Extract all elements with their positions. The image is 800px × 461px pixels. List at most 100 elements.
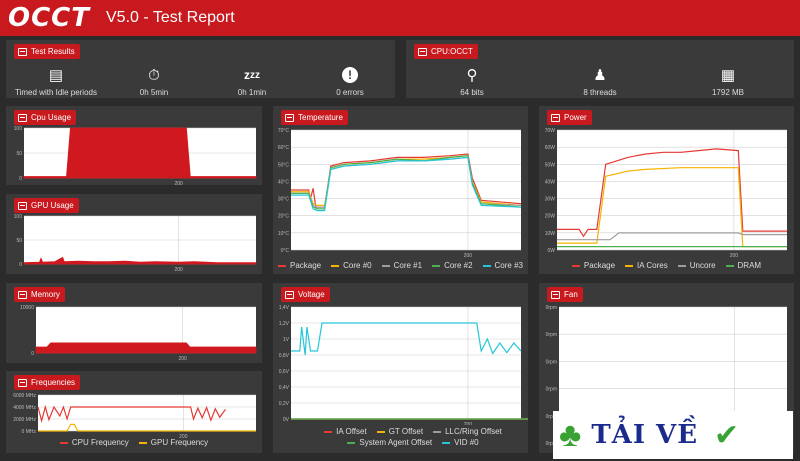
fork-icon: ⚲ (466, 67, 478, 84)
legend-swatch (277, 264, 286, 267)
thermometer-icon (285, 113, 294, 122)
legend-entry: CPU Frequency (59, 438, 129, 447)
y-tick-label: 50 (16, 238, 22, 244)
y-tick-label: 0 (19, 262, 22, 268)
legend-entry: Package (277, 261, 322, 270)
legend-label: IA Cores (637, 261, 668, 270)
y-tick-label: 70°C (278, 128, 290, 134)
threads-icon: ♟ (593, 67, 607, 84)
legend-entry: Core #1 (381, 261, 422, 270)
legend-swatch (482, 264, 491, 267)
stopwatch-icon: ⏱ (148, 66, 160, 84)
x-tick-label: 200 (179, 434, 188, 439)
y-tick-label: 100 (14, 126, 23, 132)
warning-icon: ! (300, 64, 400, 86)
temperature-title: Temperature (281, 110, 348, 125)
temperature-legend: Package Core #0 Core #1 Core #2 Core #3 (273, 261, 528, 270)
memory-icon (18, 290, 27, 299)
y-tick-label: 4000 MHz (13, 405, 36, 411)
legend-label: Uncore (689, 261, 716, 270)
y-tick-label: 0rpm (546, 387, 557, 393)
gpu-usage-panel: 100 50 0 200 GPU Usage (6, 194, 262, 274)
y-tick-label: 0rpm (546, 305, 557, 311)
test-results-label: Test Results (31, 47, 75, 56)
temperature-chart: 70°C 60°C 50°C 40°C 30°C 20°C 10°C 0°C 200 (278, 128, 522, 258)
cpu-occt-title: CPU:OCCT (414, 44, 478, 59)
y-tick-label: 0 MHz (22, 429, 37, 435)
legend-label: System Agent Offset (359, 438, 433, 447)
clover-icon: ♣ (559, 416, 582, 454)
watermark-text: TẢI VỀ (591, 420, 699, 450)
y-tick-label: 40°C (278, 179, 290, 185)
gpu-usage-label: GPU Usage (31, 201, 74, 210)
y-tick-label: 0,8V (279, 353, 290, 359)
y-tick-label: 1,2V (279, 321, 290, 327)
test-results-title: Test Results (14, 44, 80, 59)
y-tick-label: 1,4V (279, 305, 290, 311)
cpu-occt-panel: CPU:OCCT ⚲ 64 bits ♟ 8 threads ▦ 1792 MB (406, 40, 794, 98)
legend-entry: LLC/Ring Offset (433, 427, 502, 436)
legend-label: IA Offset (336, 427, 367, 436)
legend-swatch (442, 441, 451, 444)
stat-value: 0h 1min (237, 88, 267, 97)
legend-label: GT Offset (388, 427, 424, 436)
y-tick-label: 60°C (278, 145, 290, 151)
y-tick-label: 50°C (278, 162, 290, 168)
legend-label: Core #2 (444, 261, 473, 270)
legend-entry: Core #2 (432, 261, 473, 270)
legend-entry: IA Offset (324, 427, 367, 436)
plot-area (291, 130, 521, 250)
temperature-panel: 70°C 60°C 50°C 40°C 30°C 20°C 10°C 0°C 200 Tempe… (273, 106, 528, 274)
frequencies-label: Frequencies (31, 378, 76, 387)
legend-entry: GPU Frequency (138, 438, 208, 447)
legend-entry: Uncore (677, 261, 716, 270)
x-tick-label: 200 (174, 267, 183, 273)
stat-value: Timed with Idle periods (15, 88, 97, 97)
power-label: Power (564, 113, 587, 122)
legend-entry: DRAM (725, 261, 762, 270)
y-tick-label: 10000 (20, 305, 34, 311)
stat-value: 8 threads (583, 88, 617, 97)
voltage-chart: 1,4V 1,2V 1V 0,8V 0,6V 0,4V 0,2V 0V 200 (279, 305, 528, 425)
voltage-title: Voltage (281, 287, 330, 302)
x-tick-label: 200 (730, 253, 739, 258)
y-tick-label: 50W (545, 162, 556, 168)
stat-value: 0 errors (336, 88, 364, 97)
y-tick-label: 0W (548, 248, 556, 254)
calendar-clock-icon: ▤ (48, 67, 64, 84)
stat-memory: ▦ 1792 MB (678, 64, 778, 97)
legend-label: Package (289, 261, 322, 270)
voltage-panel: 1,4V 1,2V 1V 0,8V 0,6V 0,4V 0,2V 0V 200 Voltage … (273, 283, 528, 453)
stat-duration: ⏱ 0h 5min (104, 64, 204, 98)
title-bar: OCCT V5.0 - Test Report (0, 0, 800, 36)
legend-swatch (725, 264, 734, 267)
legend-label: DRAM (737, 261, 762, 270)
temperature-label: Temperature (298, 113, 343, 122)
series-area (23, 256, 257, 265)
cpu-usage-panel: 100 50 0 200 Cpu Usage (6, 106, 262, 185)
legend-swatch (571, 264, 580, 267)
power-chart: 70W 60W 50W 40W 30W 20W 10W 0W 200 (545, 128, 787, 258)
legend-swatch (677, 264, 686, 267)
y-tick-label: 0,4V (279, 385, 290, 391)
legend-swatch (432, 264, 441, 267)
y-tick-label: 10°C (278, 231, 290, 237)
cpu-occt-label: CPU:OCCT (431, 47, 473, 56)
series-line-4 (291, 156, 522, 212)
stat-value: 0h 5min (139, 88, 169, 97)
plot-area (557, 130, 787, 250)
fan-icon (551, 290, 560, 299)
y-tick-label: 2000 MHz (13, 417, 36, 423)
y-tick-label: 50 (16, 151, 22, 157)
legend-entry: Core #0 (331, 261, 372, 270)
legend-swatch (376, 430, 385, 433)
y-tick-label: 40W (545, 179, 556, 185)
x-tick-label: 200 (464, 422, 473, 425)
legend-swatch (625, 264, 634, 267)
series-line-4 (291, 322, 522, 356)
legend-swatch (324, 430, 333, 433)
y-tick-label: 30°C (278, 197, 290, 203)
x-tick-label: 200 (174, 181, 183, 185)
y-tick-label: 6000 MHz (13, 393, 36, 399)
